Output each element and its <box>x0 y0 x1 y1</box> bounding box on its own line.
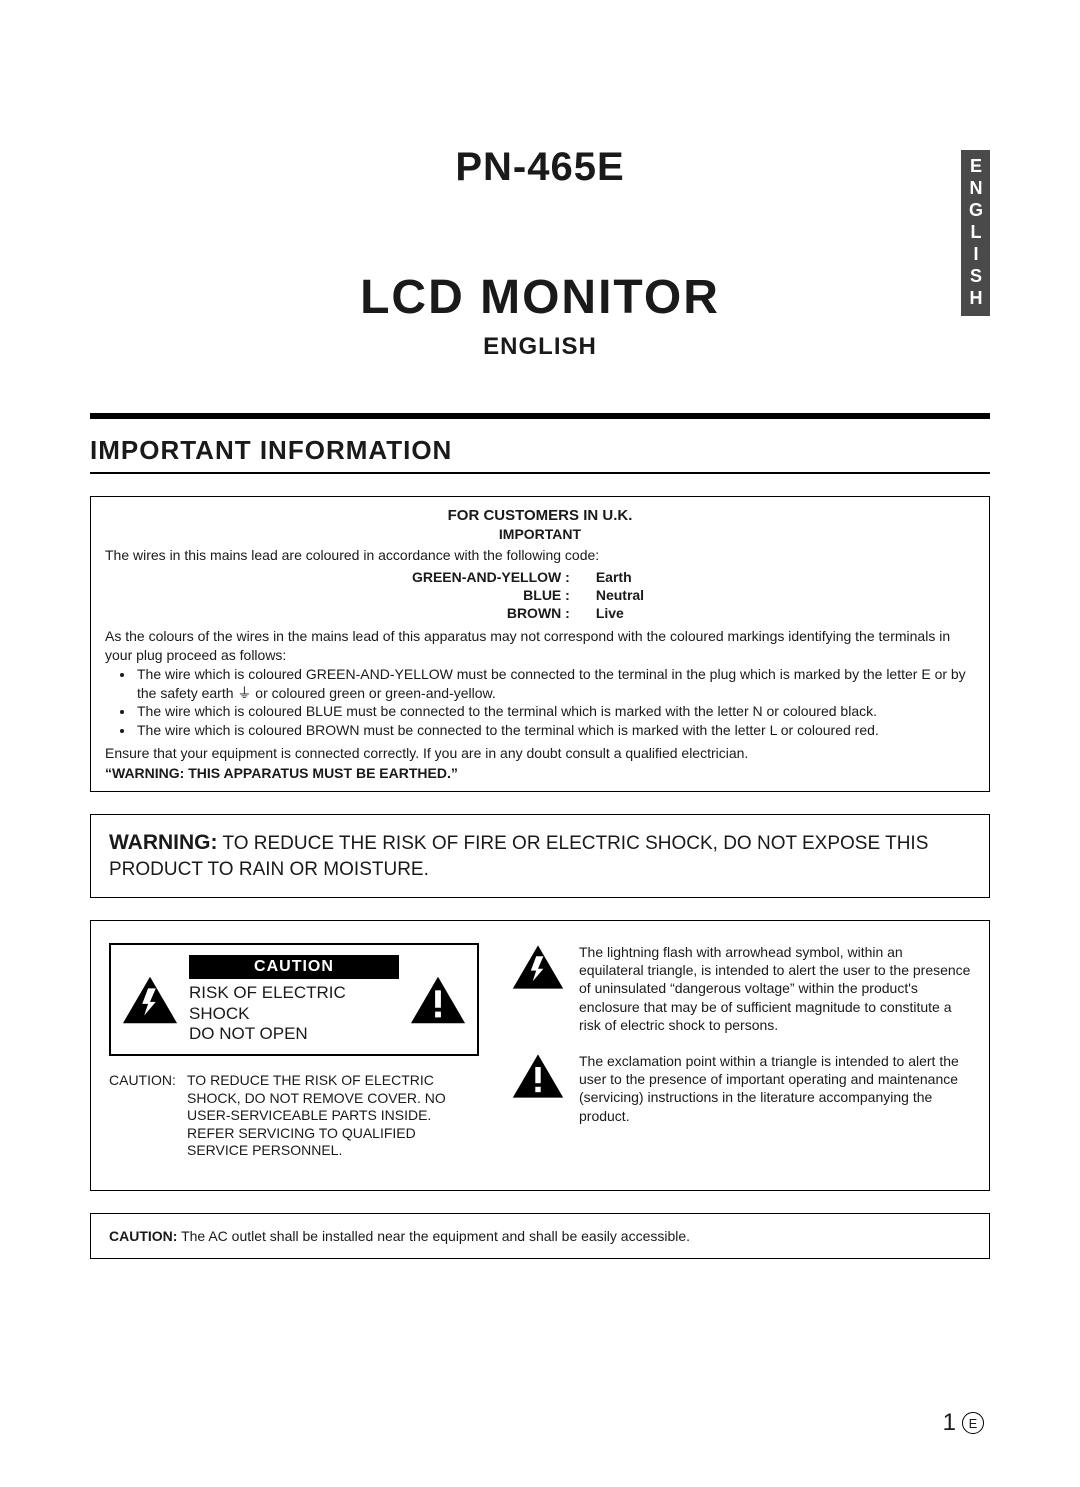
table-row: BLUE : Neutral <box>412 587 668 603</box>
shock-triangle-icon <box>121 974 179 1026</box>
exclamation-triangle-icon <box>511 1052 565 1100</box>
ac-caution-text: The AC outlet shall be installed near th… <box>181 1228 690 1244</box>
uk-intro-text: The wires in this mains lead are coloure… <box>105 546 975 565</box>
exclaim-explanation-row: The exclamation point within a triangle … <box>511 1052 971 1125</box>
table-row: GREEN-AND-YELLOW : Earth <box>412 569 668 585</box>
caution-left-panel: CAUTION RISK OF ELECTRIC SHOCK DO NOT OP… <box>109 943 479 1160</box>
caution-para-lead: CAUTION: <box>109 1072 187 1160</box>
uk-paragraph: As the colours of the wires in the mains… <box>105 627 975 665</box>
caution-plate: CAUTION RISK OF ELECTRIC SHOCK DO NOT OP… <box>109 943 479 1056</box>
uk-customers-box: FOR CUSTOMERS IN U.K. IMPORTANT The wire… <box>90 496 990 792</box>
uk-heading: FOR CUSTOMERS IN U.K. <box>105 507 975 524</box>
caution-label: CAUTION <box>189 955 399 979</box>
language-side-tab: ENGLISH <box>961 150 990 316</box>
language-label: ENGLISH <box>90 333 990 361</box>
wire-meaning: Earth <box>596 569 668 585</box>
ac-outlet-box: CAUTION: The AC outlet shall be installe… <box>90 1213 990 1259</box>
product-title: LCD MONITOR <box>90 270 990 325</box>
bolt-explanation-text: The lightning flash with arrowhead symbo… <box>579 943 971 1034</box>
wire-meaning: Neutral <box>596 587 668 603</box>
section-heading: IMPORTANT INFORMATION <box>90 435 990 474</box>
ac-caution-lead: CAUTION: <box>109 1228 177 1244</box>
wire-meaning: Live <box>596 605 668 621</box>
list-item: The wire which is coloured BROWN must be… <box>135 721 975 740</box>
caution-plate-center: CAUTION RISK OF ELECTRIC SHOCK DO NOT OP… <box>189 955 399 1044</box>
caution-paragraph: CAUTION: TO REDUCE THE RISK OF ELECTRIC … <box>109 1072 479 1160</box>
warning-box: WARNING: TO REDUCE THE RISK OF FIRE OR E… <box>90 814 990 898</box>
page-lang-mark: E <box>962 1412 984 1434</box>
model-number: PN-465E <box>90 145 990 190</box>
exclamation-triangle-icon <box>409 974 467 1026</box>
list-item: The wire which is coloured GREEN-AND-YEL… <box>135 665 975 703</box>
uk-ensure-text: Ensure that your equipment is connected … <box>105 744 975 763</box>
warning-body: TO REDUCE THE RISK OF FIRE OR ELECTRIC S… <box>109 833 928 880</box>
page-number-value: 1 <box>943 1409 956 1437</box>
wire-colour-table: GREEN-AND-YELLOW : Earth BLUE : Neutral … <box>410 567 670 623</box>
uk-warning-text: “WARNING: THIS APPARATUS MUST BE EARTHED… <box>105 765 975 781</box>
warning-text: WARNING: TO REDUCE THE RISK OF FIRE OR E… <box>109 829 971 883</box>
wire-colour: BROWN : <box>412 605 594 621</box>
shock-triangle-icon <box>511 943 565 991</box>
uk-subheading: IMPORTANT <box>105 526 975 542</box>
warning-lead: WARNING: <box>109 831 218 854</box>
wire-colour: BLUE : <box>412 587 594 603</box>
bolt-explanation-row: The lightning flash with arrowhead symbo… <box>511 943 971 1034</box>
caution-para-text: TO REDUCE THE RISK OF ELECTRIC SHOCK, DO… <box>187 1072 479 1160</box>
page-number: 1 E <box>943 1409 984 1437</box>
list-item: The wire which is coloured BLUE must be … <box>135 702 975 721</box>
wire-colour: GREEN-AND-YELLOW : <box>412 569 594 585</box>
uk-bullet-list: The wire which is coloured GREEN-AND-YEL… <box>105 665 975 741</box>
caution-box: CAUTION RISK OF ELECTRIC SHOCK DO NOT OP… <box>90 920 990 1191</box>
table-row: BROWN : Live <box>412 605 668 621</box>
exclaim-explanation-text: The exclamation point within a triangle … <box>579 1052 971 1125</box>
section-divider <box>90 413 990 419</box>
caution-plate-text: RISK OF ELECTRIC SHOCK DO NOT OPEN <box>189 983 399 1044</box>
caution-right-panel: The lightning flash with arrowhead symbo… <box>511 943 971 1160</box>
